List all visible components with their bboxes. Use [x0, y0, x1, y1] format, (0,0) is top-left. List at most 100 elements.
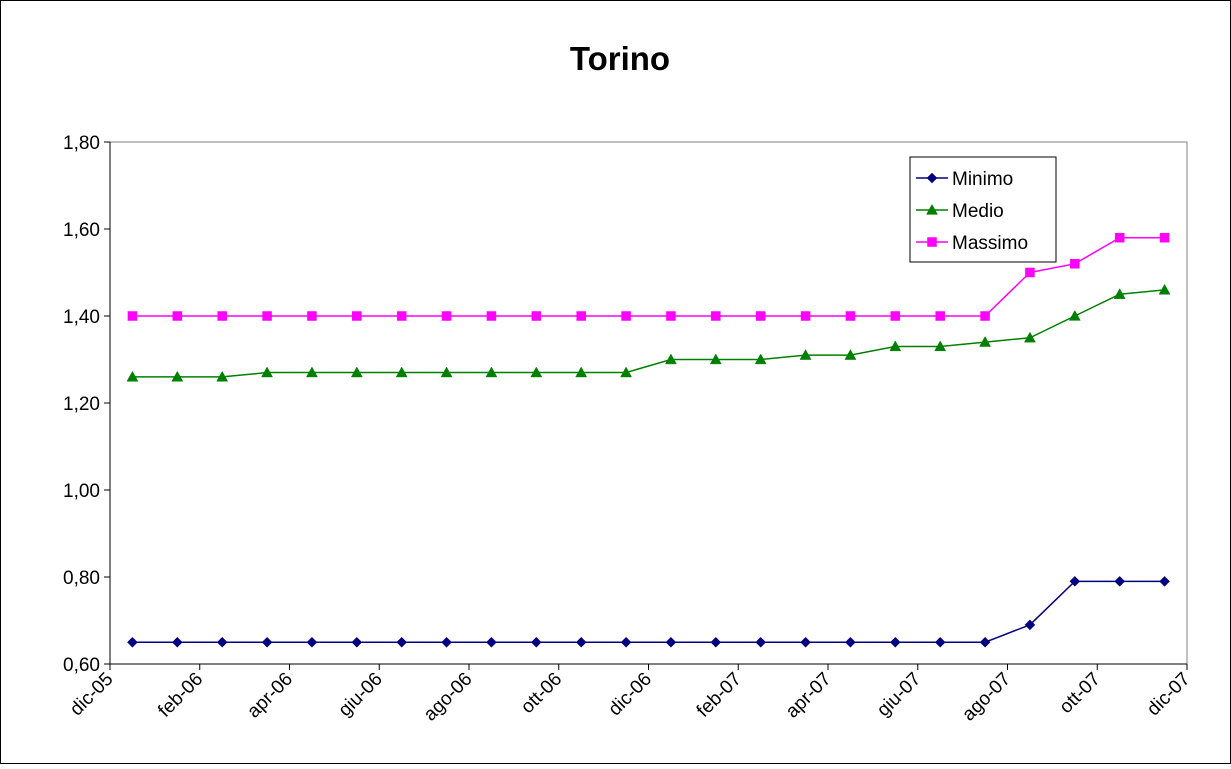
data-point-massimo — [396, 311, 407, 321]
y-tick-label: 0,60 — [63, 655, 100, 676]
data-point-massimo — [935, 311, 945, 321]
data-point-medio — [261, 366, 273, 378]
data-point-minimo — [575, 636, 587, 648]
data-point-minimo — [127, 636, 138, 648]
y-tick-label: 1,80 — [63, 133, 100, 154]
data-point-massimo — [755, 311, 766, 321]
data-point-minimo — [620, 636, 632, 648]
y-tick-label: 0,80 — [63, 568, 100, 589]
data-point-minimo — [1024, 619, 1036, 631]
data-point-minimo — [1114, 575, 1126, 587]
data-point-medio — [889, 340, 902, 352]
data-point-minimo — [530, 636, 542, 648]
data-point-minimo — [306, 636, 318, 648]
legend-item-massimo: Massimo — [916, 233, 1028, 254]
data-point-medio — [620, 366, 632, 378]
data-point-medio — [1024, 331, 1036, 343]
series-massimo — [127, 232, 1170, 321]
data-point-massimo — [127, 311, 138, 321]
data-point-medio — [1068, 309, 1081, 321]
data-point-medio — [575, 366, 588, 378]
data-point-massimo — [621, 311, 631, 321]
data-point-massimo — [845, 311, 856, 321]
data-point-minimo — [396, 636, 408, 648]
data-point-minimo — [889, 636, 901, 648]
data-point-minimo — [216, 636, 228, 648]
data-point-massimo — [576, 311, 586, 321]
legend-item-minimo: Minimo — [916, 169, 1013, 190]
data-point-minimo — [486, 636, 497, 648]
data-point-minimo — [845, 636, 856, 648]
legend-label-medio: Medio — [952, 201, 1004, 222]
legend-marker-medio — [926, 203, 938, 215]
data-point-minimo — [351, 636, 363, 648]
data-point-medio — [799, 349, 812, 360]
series-layer — [126, 232, 1171, 648]
legend-label-minimo: Minimo — [952, 169, 1013, 190]
data-point-minimo — [800, 636, 811, 648]
y-tick-label: 1,40 — [63, 307, 100, 328]
data-point-medio — [934, 340, 947, 352]
data-point-medio — [1158, 283, 1171, 295]
legend: Minimo Medio Massimo — [909, 156, 1057, 263]
data-point-medio — [1113, 288, 1126, 299]
legend-label-massimo: Massimo — [952, 233, 1028, 254]
y-tick-label: 1,20 — [63, 394, 100, 415]
data-point-medio — [350, 366, 363, 378]
data-point-massimo — [352, 311, 362, 321]
legend-marker-minimo — [926, 172, 938, 184]
series-line-minimo — [132, 580, 1165, 643]
data-point-massimo — [307, 311, 317, 321]
data-point-medio — [171, 370, 184, 382]
series-minimo — [127, 575, 1170, 648]
data-point-massimo — [172, 311, 183, 321]
y-tick-label: 1,00 — [63, 481, 100, 502]
data-point-medio — [485, 366, 498, 378]
legend-marker-massimo — [927, 237, 937, 247]
data-point-massimo — [217, 311, 227, 321]
data-point-minimo — [755, 636, 767, 648]
data-point-medio — [306, 366, 318, 378]
data-point-medio — [395, 366, 408, 378]
data-point-massimo — [1025, 267, 1035, 278]
data-point-minimo — [934, 636, 946, 648]
data-point-massimo — [800, 311, 811, 321]
data-point-minimo — [171, 636, 183, 648]
data-point-massimo — [980, 311, 990, 321]
data-point-massimo — [262, 311, 272, 321]
y-tick-label: 1,60 — [63, 220, 100, 241]
data-point-medio — [709, 353, 722, 365]
data-point-medio — [126, 370, 139, 382]
data-point-medio — [530, 366, 543, 378]
data-point-medio — [440, 366, 453, 378]
data-point-minimo — [665, 636, 677, 648]
data-point-minimo — [261, 636, 273, 648]
data-point-massimo — [441, 311, 452, 321]
data-point-massimo — [711, 311, 721, 321]
y-axis: 0,60 0,80 1,00 1,20 1,40 1,60 1,80 — [63, 133, 111, 676]
data-point-minimo — [1159, 575, 1170, 587]
data-point-minimo — [979, 636, 991, 648]
data-point-medio — [665, 353, 677, 365]
data-point-medio — [216, 370, 229, 382]
data-point-massimo — [890, 311, 901, 321]
legend-item-medio: Medio — [916, 201, 1004, 222]
series-line-medio — [132, 289, 1165, 378]
data-point-massimo — [1159, 232, 1170, 243]
data-point-minimo — [1069, 575, 1081, 587]
data-point-medio — [844, 349, 857, 360]
data-point-massimo — [486, 311, 497, 321]
data-point-medio — [979, 336, 991, 347]
data-point-minimo — [441, 636, 452, 648]
data-point-massimo — [531, 311, 542, 321]
data-point-massimo — [1114, 232, 1125, 243]
data-point-massimo — [666, 311, 676, 321]
data-point-medio — [754, 353, 767, 365]
data-point-minimo — [710, 636, 722, 648]
series-line-massimo — [132, 236, 1165, 317]
series-medio — [126, 283, 1171, 382]
chart-title: Torino — [570, 40, 670, 77]
data-point-massimo — [1070, 259, 1080, 269]
